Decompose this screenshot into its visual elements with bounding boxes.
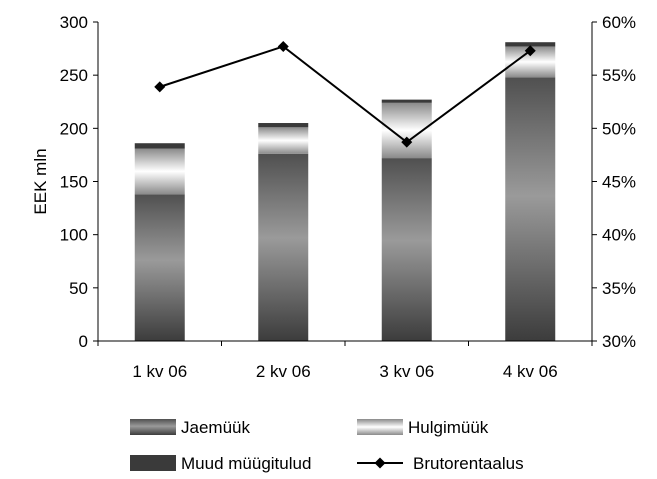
legend-label: Jaemüük xyxy=(181,418,250,437)
point-brutorentaalus-2 xyxy=(277,40,289,52)
legend-label: Brutorentaalus xyxy=(413,454,524,473)
x-tick-label: 3 kv 06 xyxy=(379,362,434,381)
legend-label: Hulgimüük xyxy=(408,418,489,437)
bar-muud-m-gitulud-1 xyxy=(134,143,185,149)
y-tick-label-right: 55% xyxy=(602,66,636,85)
legend-label: Muud müügitulud xyxy=(181,454,311,473)
bar-hulgim-k-1 xyxy=(134,148,185,195)
y-tick-label-left: 50 xyxy=(69,279,88,298)
bar-jaem-k-3 xyxy=(381,158,432,341)
y-tick-label-left: 150 xyxy=(60,173,88,192)
bar-jaem-k-4 xyxy=(505,77,556,341)
legend-swatch xyxy=(130,419,176,435)
point-brutorentaalus-3 xyxy=(401,136,413,148)
y-tick-label-left: 250 xyxy=(60,66,88,85)
point-brutorentaalus-4 xyxy=(524,45,536,57)
y-tick-label-right: 30% xyxy=(602,332,636,351)
y-tick-label-left: 0 xyxy=(79,332,88,351)
legend-swatch-marker xyxy=(374,457,386,469)
x-tick-label: 4 kv 06 xyxy=(503,362,558,381)
y-tick-label-right: 50% xyxy=(602,119,636,138)
line-brutorentaalus xyxy=(159,45,531,144)
y-tick-label-left: 300 xyxy=(60,13,88,32)
y-axis-title: EEK mln xyxy=(31,148,50,214)
y-tick-label-right: 40% xyxy=(602,226,636,245)
x-tick-label: 2 kv 06 xyxy=(256,362,311,381)
legend-swatch xyxy=(357,419,403,435)
point-brutorentaalus-1 xyxy=(154,81,166,93)
y-tick-label-left: 200 xyxy=(60,119,88,138)
bar-muud-m-gitulud-2 xyxy=(258,123,309,128)
y-tick-label-right: 60% xyxy=(602,13,636,32)
y-tick-label-left: 100 xyxy=(60,226,88,245)
y-tick-label-right: 45% xyxy=(602,173,636,192)
bar-hulgim-k-3 xyxy=(381,102,432,159)
bar-muud-m-gitulud-4 xyxy=(505,42,556,47)
bar-muud-m-gitulud-3 xyxy=(381,99,432,103)
y-tick-label-right: 35% xyxy=(602,279,636,298)
bar-jaem-k-1 xyxy=(134,194,185,341)
x-tick-label: 1 kv 06 xyxy=(132,362,187,381)
bar-hulgim-k-2 xyxy=(258,127,309,154)
bar-jaem-k-2 xyxy=(258,153,309,341)
legend-swatch xyxy=(130,455,176,471)
